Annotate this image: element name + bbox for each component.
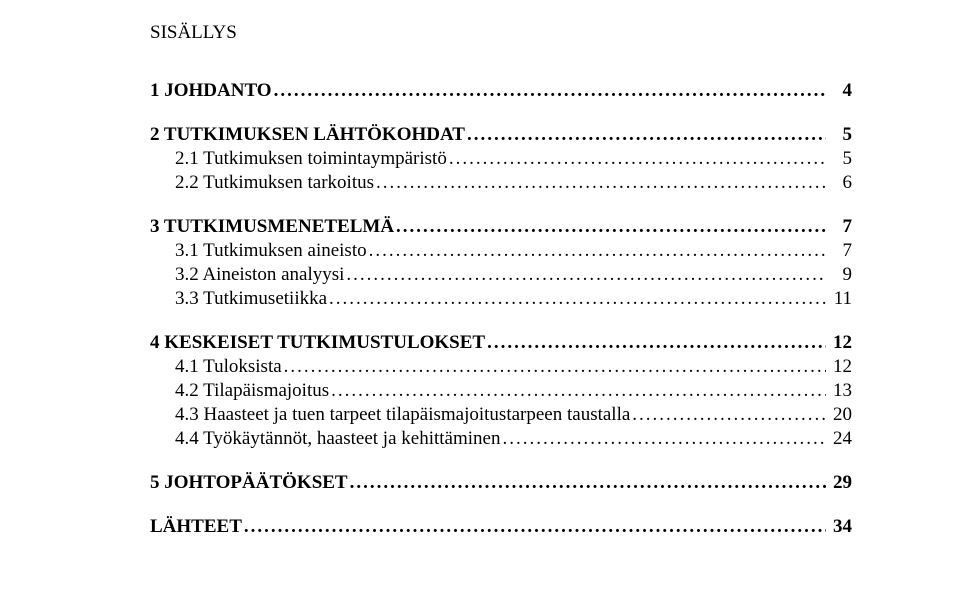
toc-entry-page: 5 (826, 148, 852, 170)
toc-entry-page: 12 (826, 332, 852, 354)
toc-entry-label: 5 JOHTOPÄÄTÖKSET (150, 472, 348, 494)
toc-entry-page: 34 (826, 516, 852, 538)
toc-entry: 2.1 Tutkimuksen toimintaympäristö ......… (150, 148, 852, 170)
toc-entry-leader: ........................................… (242, 516, 826, 538)
toc-entry: 3.2 Aineiston analyysi .................… (150, 264, 852, 286)
toc-entry: LÄHTEET ................................… (150, 516, 852, 538)
toc-entry-page: 13 (826, 380, 852, 402)
toc-entry-label: 4.1 Tuloksista (175, 356, 282, 378)
toc-entry-leader: ........................................… (485, 332, 826, 354)
toc-entry: 4.1 Tuloksista .........................… (150, 356, 852, 378)
toc-entry-leader: ........................................… (272, 80, 826, 102)
toc-entry-label: 4 KESKEISET TUTKIMUSTULOKSET (150, 332, 485, 354)
toc-entry: 3.3 Tutkimusetiikka ....................… (150, 288, 852, 310)
toc-entry-leader: ........................................… (348, 472, 826, 494)
toc-entry-page: 4 (826, 80, 852, 102)
page-title: SISÄLLYS (150, 22, 852, 44)
toc-entry-page: 12 (826, 356, 852, 378)
toc-entry-leader: ........................................… (344, 264, 826, 286)
toc-entry: 4.2 Tilapäismajoitus ...................… (150, 380, 852, 402)
toc-entry-label: 4.3 Haasteet ja tuen tarpeet tilapäismaj… (175, 404, 630, 426)
toc-entry-page: 6 (826, 172, 852, 194)
toc-entry-leader: ........................................… (374, 172, 826, 194)
toc-entry-label: 2 TUTKIMUKSEN LÄHTÖKOHDAT (150, 124, 465, 146)
toc-entry: 4 KESKEISET TUTKIMUSTULOKSET ...........… (150, 332, 852, 354)
toc-entry-leader: ........................................… (394, 216, 826, 238)
toc-entry-page: 7 (826, 216, 852, 238)
toc-entry-leader: ........................................… (282, 356, 826, 378)
toc-entry: 4.4 Työkäytännöt, haasteet ja kehittämin… (150, 428, 852, 450)
toc-entry: 4.3 Haasteet ja tuen tarpeet tilapäismaj… (150, 404, 852, 426)
toc-entry-label: 3.2 Aineiston analyysi (175, 264, 344, 286)
toc-entry-label: 4.4 Työkäytännöt, haasteet ja kehittämin… (175, 428, 500, 450)
toc-entry-label: 4.2 Tilapäismajoitus (175, 380, 329, 402)
toc-entry-label: 2.1 Tutkimuksen toimintaympäristö (175, 148, 447, 170)
toc-entry-leader: ........................................… (327, 288, 826, 310)
toc-entry: 2.2 Tutkimuksen tarkoitus ..............… (150, 172, 852, 194)
toc-entry-leader: ........................................… (465, 124, 826, 146)
toc-entry-page: 24 (826, 428, 852, 450)
toc-entry-leader: ........................................… (367, 240, 826, 262)
toc-entry-page: 20 (826, 404, 852, 426)
toc-entry-label: 3.3 Tutkimusetiikka (175, 288, 327, 310)
toc-entry-page: 11 (826, 288, 852, 310)
table-of-contents: 1 JOHDANTO .............................… (150, 80, 852, 538)
toc-entry-label: 2.2 Tutkimuksen tarkoitus (175, 172, 374, 194)
toc-entry: 3.1 Tutkimuksen aineisto ...............… (150, 240, 852, 262)
toc-entry-leader: ........................................… (630, 404, 826, 426)
toc-entry-page: 5 (826, 124, 852, 146)
toc-entry: 1 JOHDANTO .............................… (150, 80, 852, 102)
toc-entry-leader: ........................................… (500, 428, 826, 450)
toc-entry-page: 29 (826, 472, 852, 494)
toc-entry-label: 3 TUTKIMUSMENETELMÄ (150, 216, 394, 238)
toc-entry: 5 JOHTOPÄÄTÖKSET .......................… (150, 472, 852, 494)
toc-entry: 3 TUTKIMUSMENETELMÄ ....................… (150, 216, 852, 238)
toc-entry-label: 3.1 Tutkimuksen aineisto (175, 240, 367, 262)
toc-entry-page: 9 (826, 264, 852, 286)
toc-entry-leader: ........................................… (447, 148, 826, 170)
toc-entry-leader: ........................................… (329, 380, 826, 402)
toc-entry-page: 7 (826, 240, 852, 262)
toc-entry: 2 TUTKIMUKSEN LÄHTÖKOHDAT ..............… (150, 124, 852, 146)
toc-entry-label: 1 JOHDANTO (150, 80, 272, 102)
toc-entry-label: LÄHTEET (150, 516, 242, 538)
